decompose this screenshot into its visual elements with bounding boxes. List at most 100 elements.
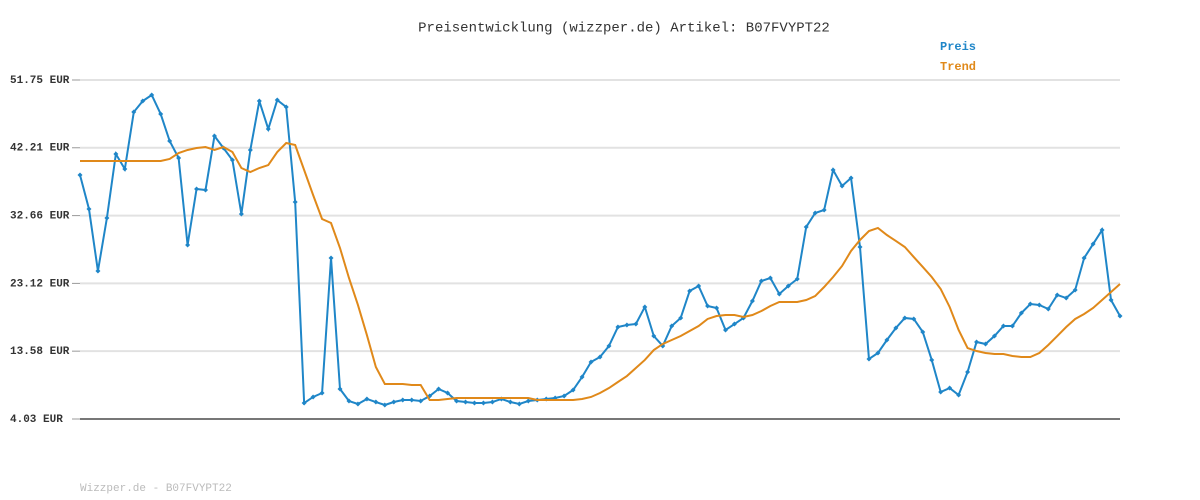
point — [642, 304, 648, 310]
point — [651, 333, 657, 339]
point — [167, 138, 173, 144]
point — [947, 385, 953, 391]
point — [974, 339, 980, 345]
point — [86, 206, 92, 212]
point — [319, 390, 325, 396]
point — [956, 392, 962, 398]
point — [669, 323, 675, 329]
y-tick-label: 4.03 EUR — [10, 414, 63, 426]
point — [301, 400, 307, 406]
point — [507, 399, 513, 405]
y-tick-label: 42.21 EUR — [10, 143, 70, 155]
point — [1099, 227, 1105, 233]
point — [1072, 287, 1078, 293]
point — [767, 275, 773, 281]
point — [884, 337, 890, 343]
point — [606, 343, 612, 349]
point — [857, 244, 863, 250]
point — [866, 356, 872, 362]
point — [1045, 306, 1051, 312]
point — [373, 399, 379, 405]
point — [1117, 313, 1123, 319]
point — [194, 186, 200, 192]
point — [1108, 297, 1114, 303]
point — [803, 224, 809, 230]
point — [265, 126, 271, 132]
y-tick-label: 51.75 EUR — [10, 75, 70, 87]
point — [176, 155, 182, 161]
line — [80, 141, 1121, 402]
point — [929, 357, 935, 363]
point — [723, 327, 729, 333]
point — [812, 210, 818, 216]
point — [409, 397, 415, 403]
point — [1036, 302, 1042, 308]
point — [938, 389, 944, 395]
point — [211, 133, 217, 139]
point — [525, 398, 531, 404]
point — [310, 394, 316, 400]
point — [292, 199, 298, 205]
point — [1063, 295, 1069, 301]
point — [364, 396, 370, 402]
point — [391, 399, 397, 405]
point — [113, 151, 119, 157]
point — [696, 283, 702, 289]
point — [454, 398, 460, 404]
footer: Wizzper.de - B07FVYPT22 — [80, 483, 232, 495]
point — [346, 398, 352, 404]
y-tick-label: 13.58 EUR — [10, 346, 70, 358]
point — [480, 400, 486, 406]
point — [588, 359, 594, 365]
point — [1081, 255, 1087, 261]
point — [705, 303, 711, 309]
point — [785, 283, 791, 289]
point — [355, 401, 361, 407]
point — [875, 350, 881, 356]
point — [247, 147, 253, 153]
point — [1090, 241, 1096, 247]
point — [714, 305, 720, 311]
point — [893, 325, 899, 331]
point — [436, 386, 442, 392]
point — [256, 98, 262, 104]
point — [229, 157, 235, 163]
point — [1009, 323, 1015, 329]
point — [471, 400, 477, 406]
y-tick-label: 32.66 EUR — [10, 211, 70, 223]
legend-entry: Preis — [940, 40, 976, 54]
y-tick-label: 23.12 EUR — [10, 278, 70, 290]
point — [158, 111, 164, 117]
point — [337, 386, 343, 392]
point — [991, 333, 997, 339]
point — [1027, 301, 1033, 307]
point — [776, 291, 782, 297]
point — [633, 321, 639, 327]
point — [400, 397, 406, 403]
point — [731, 321, 737, 327]
point — [283, 104, 289, 110]
point — [104, 215, 110, 221]
point — [95, 268, 101, 274]
point — [561, 393, 567, 399]
point — [1000, 323, 1006, 329]
point — [597, 354, 603, 360]
point — [983, 341, 989, 347]
point — [1018, 310, 1024, 316]
point — [830, 167, 836, 173]
point — [203, 187, 209, 193]
point — [382, 402, 388, 408]
point — [1054, 292, 1060, 298]
point — [274, 97, 280, 103]
point — [418, 398, 424, 404]
point — [965, 369, 971, 375]
point — [749, 298, 755, 304]
point — [902, 315, 908, 321]
point — [516, 401, 522, 407]
point — [77, 172, 83, 178]
point — [687, 288, 693, 294]
point — [238, 211, 244, 217]
point — [794, 276, 800, 282]
